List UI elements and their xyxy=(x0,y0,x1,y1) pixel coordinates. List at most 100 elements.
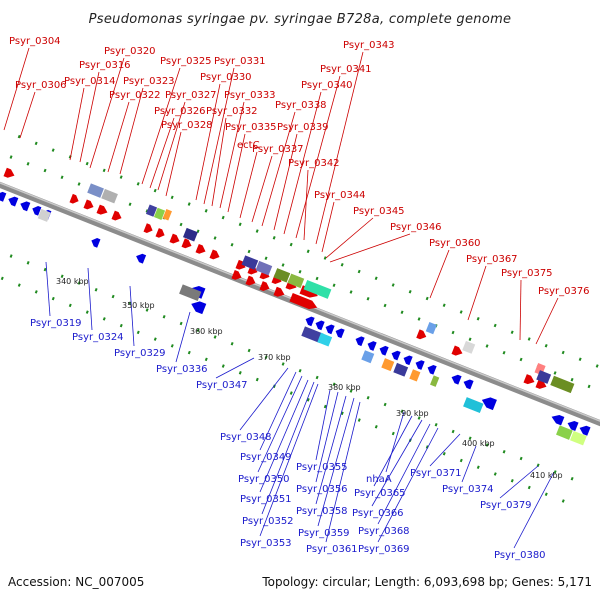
guide-dot xyxy=(332,382,336,387)
guide-dot xyxy=(468,337,472,341)
forward-gene-arrow xyxy=(169,233,180,244)
feature-block xyxy=(179,284,202,302)
gene-label-bottom: Psyr_0348 xyxy=(220,432,272,443)
guide-dot xyxy=(374,425,378,429)
guide-dot xyxy=(485,344,489,348)
leader-line-top xyxy=(203,67,235,205)
scale-tick-label: 350 kbp xyxy=(122,301,155,310)
leader-line-bottom xyxy=(371,419,423,507)
leader-line-top xyxy=(195,83,221,201)
guide-dot xyxy=(272,236,276,240)
gene-label-top: Psyr_0367 xyxy=(466,254,518,265)
leader-line-bottom xyxy=(373,415,413,487)
gene-label-top: Psyr_0339 xyxy=(277,122,329,133)
leader-line-bottom xyxy=(257,375,303,473)
feature-block xyxy=(430,375,440,387)
reverse-gene-arrow xyxy=(136,253,147,264)
guide-dot xyxy=(366,395,370,400)
guide-dot xyxy=(383,303,387,308)
reverse-gene-arrow xyxy=(355,336,365,347)
leader-line-top xyxy=(321,201,335,253)
reverse-gene-arrow xyxy=(8,196,19,207)
guide-dot xyxy=(391,283,395,287)
leader-line-top xyxy=(467,265,487,321)
feature-block xyxy=(381,358,395,372)
guide-dot xyxy=(561,499,565,503)
scale-tick-label: 380 kbp xyxy=(328,383,361,392)
guide-dot xyxy=(510,330,514,335)
guide-dot xyxy=(315,276,319,281)
forward-gene-arrow xyxy=(259,281,270,292)
forward-gene-arrow xyxy=(181,238,192,249)
guide-dot xyxy=(9,254,13,258)
leader-line-bottom xyxy=(385,411,405,473)
reverse-gene-arrow xyxy=(567,420,579,431)
gene-label-top: Psyr_0323 xyxy=(123,76,175,87)
guide-dot xyxy=(468,436,472,440)
leader-line-top xyxy=(315,51,364,245)
feature-block xyxy=(536,370,552,384)
gene-label-top: Psyr_0346 xyxy=(390,222,442,233)
reverse-gene-arrow xyxy=(463,379,474,390)
forward-gene-arrow xyxy=(96,204,108,215)
guide-dot xyxy=(366,296,370,301)
gene-label-top: Psyr_0322 xyxy=(109,90,161,101)
guide-dot xyxy=(349,290,353,294)
guide-dot xyxy=(289,391,293,395)
gene-label-top: Psyr_0344 xyxy=(314,190,366,201)
guide-dot xyxy=(187,350,191,355)
guide-dot xyxy=(383,402,387,407)
feature-block xyxy=(183,227,198,242)
guide-dot xyxy=(34,141,38,146)
reverse-gene-arrow xyxy=(20,201,31,212)
guide-dot xyxy=(102,317,106,321)
gene-features xyxy=(0,167,591,446)
guide-dot xyxy=(400,409,404,413)
dotted-guide-tracks xyxy=(0,134,599,503)
gene-label-bottom: Psyr_0380 xyxy=(494,550,546,561)
accession-text: Accession: NC_007005 xyxy=(8,575,144,589)
feature-block xyxy=(425,322,437,335)
guide-dot xyxy=(434,422,438,427)
leader-line-bottom xyxy=(129,285,135,347)
scale-ticks: 340 kbp 350 kbp 360 kbp 370 kbp 380 kbp 390 k… xyxy=(56,277,563,480)
gene-label-top: Psyr_0343 xyxy=(343,40,395,51)
gene-label-top: Psyr_0327 xyxy=(165,90,217,101)
reverse-gene-arrow xyxy=(391,350,401,361)
reverse-gene-arrow xyxy=(32,205,42,216)
guide-dot xyxy=(451,429,455,434)
leader-line-bottom xyxy=(315,395,347,505)
leader-line-bottom xyxy=(315,389,331,461)
guide-dot xyxy=(400,310,404,314)
guide-dot xyxy=(51,296,55,301)
gene-label-top: Psyr_0340 xyxy=(301,80,353,91)
gene-label-top: Psyr_0335 xyxy=(225,122,277,133)
guide-dot xyxy=(34,290,38,294)
guide-dot xyxy=(323,256,327,260)
gene-label-top: Psyr_0345 xyxy=(353,206,405,217)
reverse-gene-arrow xyxy=(0,191,7,202)
guide-dot xyxy=(43,267,47,272)
gene-label-bottom: Psyr_0352 xyxy=(242,516,294,527)
leader-line-top xyxy=(329,233,411,263)
reverse-gene-arrow xyxy=(379,345,389,356)
gene-label-top: Psyr_0326 xyxy=(154,106,206,117)
feature-block xyxy=(255,260,273,276)
gene-label-top: Psyr_0330 xyxy=(200,72,252,83)
scale-tick-label: 340 kbp xyxy=(56,277,89,286)
gene-label-top: Psyr_0328 xyxy=(161,120,213,131)
feature-block xyxy=(101,188,118,204)
guide-dot xyxy=(153,188,157,193)
reverse-gene-arrow xyxy=(415,360,425,370)
gene-label-bottom: Psyr_0368 xyxy=(358,526,410,537)
gene-label-bottom: Psyr_0349 xyxy=(240,452,292,463)
guide-dot xyxy=(111,294,115,299)
guide-dot xyxy=(255,229,259,233)
feature-block xyxy=(87,183,104,198)
gene-label-bottom: Psyr_0371 xyxy=(410,468,462,479)
leader-line-bottom xyxy=(461,445,477,483)
guide-dot xyxy=(519,357,523,362)
gene-label-bottom: Psyr_0379 xyxy=(480,500,532,511)
